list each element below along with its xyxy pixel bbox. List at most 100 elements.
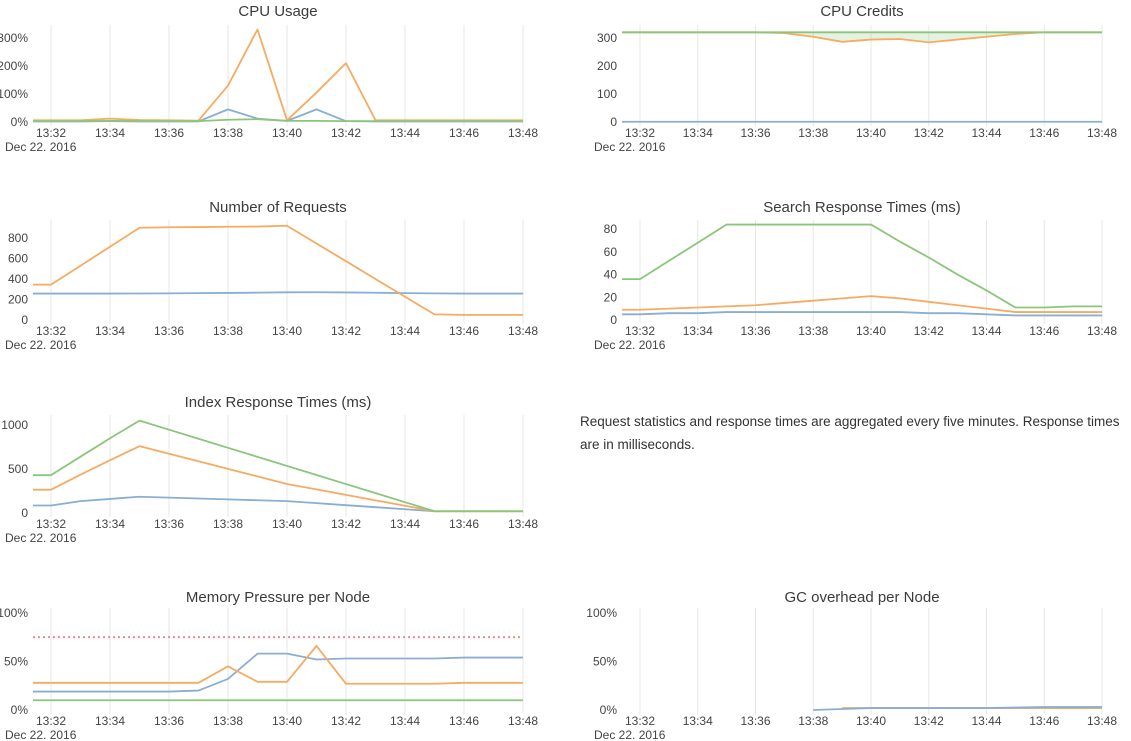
chart-title-cpu-usage: CPU Usage [238, 3, 318, 20]
x-tick-label: 13:34 [95, 324, 125, 338]
series-line-orange [33, 28, 523, 122]
x-tick-label: 13:40 [272, 714, 302, 728]
chart-gc-overhead[interactable]: GC overhead per Node 0% 50% 100% 13:32 13:34… [565, 580, 1131, 741]
x-tick-label: 13:32 [36, 714, 66, 728]
x-tick-label: 13:44 [971, 714, 1001, 728]
x-tick-label: 13:44 [390, 126, 420, 140]
x-axis-date-label: Dec 22. 2016 [5, 338, 77, 352]
x-axis-date-label: Dec 22. 2016 [5, 140, 77, 154]
x-tick-label: 13:32 [625, 714, 655, 728]
x-tick-label: 13:40 [856, 126, 886, 140]
series-line-blue [33, 495, 523, 513]
x-tick-label: 13:48 [1087, 324, 1117, 338]
x-tick-label: 13:36 [154, 714, 184, 728]
x-axis-date-label: Dec 22. 2016 [594, 140, 666, 154]
chart-title-memory-pressure: Memory Pressure per Node [185, 589, 371, 606]
y-tick-label: 80 [604, 222, 618, 236]
plot-area-cpu_usage[interactable]: 0% 100% 200% 300% 13:32 13:34 13:36 13:38 13:40 1… [0, 0, 565, 160]
x-tick-label: 13:42 [331, 126, 361, 140]
y-tick-label: 400 [8, 272, 28, 286]
y-tick-label: 0 [610, 115, 617, 129]
x-tick-label: 13:36 [154, 324, 184, 338]
x-tick-label: 13:34 [95, 714, 125, 728]
x-tick-label: 13:48 [508, 517, 538, 531]
x-tick-label: 13:34 [95, 517, 125, 531]
aggregation-note: Request statistics and response times ar… [580, 414, 1120, 452]
x-tick-label: 13:40 [272, 126, 302, 140]
series-line-blue [813, 706, 1102, 711]
x-tick-label: 13:40 [856, 324, 886, 338]
plot-area-cpu_credits[interactable]: 0 100 200 300 13:32 13:34 13:36 13:38 13:40 13:42… [565, 0, 1131, 160]
y-tick-label: 500 [8, 462, 28, 476]
x-tick-label: 13:42 [331, 517, 361, 531]
x-tick-label: 13:38 [798, 714, 828, 728]
y-tick-label: 200% [0, 59, 28, 73]
x-tick-label: 13:46 [1029, 126, 1059, 140]
y-tick-label: 300% [0, 31, 28, 45]
x-tick-label: 13:44 [390, 714, 420, 728]
x-tick-label: 13:36 [154, 517, 184, 531]
x-tick-label: 13:40 [272, 324, 302, 338]
series-line-blue [33, 652, 523, 693]
plot-area-search_response_times[interactable]: 0 20 40 60 80 13:32 13:34 13:36 13:38 13:40 13:42 1… [565, 190, 1131, 355]
x-tick-label: 13:40 [856, 714, 886, 728]
y-tick-label: 100% [0, 606, 28, 620]
area-fill [622, 32, 1102, 43]
x-tick-label: 13:36 [154, 126, 184, 140]
y-tick-label: 200 [597, 59, 617, 73]
x-tick-label: 13:48 [508, 324, 538, 338]
series-line-green [33, 118, 523, 123]
y-tick-label: 0% [11, 703, 29, 717]
x-tick-label: 13:32 [625, 324, 655, 338]
plot-area-memory_pressure[interactable]: 0% 50% 100% 13:32 13:34 13:36 13:38 13:40 13:42 1… [0, 580, 565, 741]
chart-search-response-times[interactable]: Search Response Times (ms) 0 20 40 60 80 13:3… [565, 190, 1131, 355]
series-line-orange [33, 644, 523, 685]
y-tick-label: 0% [11, 115, 29, 129]
x-tick-label: 13:42 [331, 714, 361, 728]
x-tick-label: 13:38 [213, 126, 243, 140]
x-tick-label: 13:46 [449, 324, 479, 338]
y-tick-label: 300 [597, 31, 617, 45]
x-tick-label: 13:36 [740, 324, 770, 338]
x-axis-date-label: Dec 22. 2016 [5, 728, 77, 741]
chart-title-search-response-times: Search Response Times (ms) [763, 199, 961, 216]
x-tick-label: 13:48 [1087, 126, 1117, 140]
x-tick-label: 13:38 [798, 126, 828, 140]
x-tick-label: 13:46 [1029, 324, 1059, 338]
note-panel: Request statistics and response times ar… [565, 385, 1131, 550]
x-tick-label: 13:34 [683, 126, 713, 140]
chart-title-number-of-requests: Number of Requests [209, 199, 347, 216]
chart-title-index-response-times: Index Response Times (ms) [184, 394, 372, 411]
plot-area-gc_overhead[interactable]: 0% 50% 100% 13:32 13:34 13:36 13:38 13:40 13:42 1… [565, 580, 1131, 741]
series-line-green [33, 419, 523, 513]
y-tick-label: 50% [4, 654, 28, 668]
x-tick-label: 13:36 [740, 126, 770, 140]
y-tick-label: 60 [604, 245, 618, 259]
chart-title-cpu-credits: CPU Credits [820, 3, 904, 20]
x-tick-label: 13:38 [213, 324, 243, 338]
x-axis-date-label: Dec 22. 2016 [594, 728, 666, 741]
x-tick-label: 13:42 [914, 714, 944, 728]
y-tick-label: 50% [593, 654, 617, 668]
x-tick-label: 13:38 [213, 517, 243, 531]
x-tick-label: 13:42 [914, 324, 944, 338]
x-axis-date-label: Dec 22. 2016 [594, 338, 666, 352]
plot-area-index_response_times[interactable]: 0 500 1000 13:32 13:34 13:36 13:38 13:40 13:42 13… [0, 385, 565, 550]
x-tick-label: 13:42 [331, 324, 361, 338]
x-tick-label: 13:46 [1029, 714, 1059, 728]
x-tick-label: 13:40 [272, 517, 302, 531]
plot-area-number_of_requests[interactable]: 0 200 400 600 800 13:32 13:34 13:36 13:38 13:40 13… [0, 190, 565, 355]
y-tick-label: 600 [8, 252, 28, 266]
x-tick-label: 13:34 [683, 714, 713, 728]
chart-index-response-times[interactable]: Index Response Times (ms) 0 500 1000 13:32 1… [0, 385, 565, 550]
chart-cpu-credits[interactable]: CPU Credits 0 100 200 300 13:32 13:34 13:36 13:… [565, 0, 1131, 160]
chart-number-of-requests[interactable]: Number of Requests 0 200 400 600 800 13:32 13:… [0, 190, 565, 355]
chart-cpu-usage[interactable]: CPU Usage 0% 100% 200% 300% 13:32 13:34 13:36 1… [0, 0, 565, 160]
x-tick-label: 13:44 [971, 126, 1001, 140]
chart-memory-pressure[interactable]: Memory Pressure per Node 0% 50% 100% 13:32 1… [0, 580, 565, 741]
x-tick-label: 13:48 [508, 714, 538, 728]
x-tick-label: 13:44 [390, 517, 420, 531]
x-tick-label: 13:34 [95, 126, 125, 140]
x-tick-label: 13:48 [508, 126, 538, 140]
